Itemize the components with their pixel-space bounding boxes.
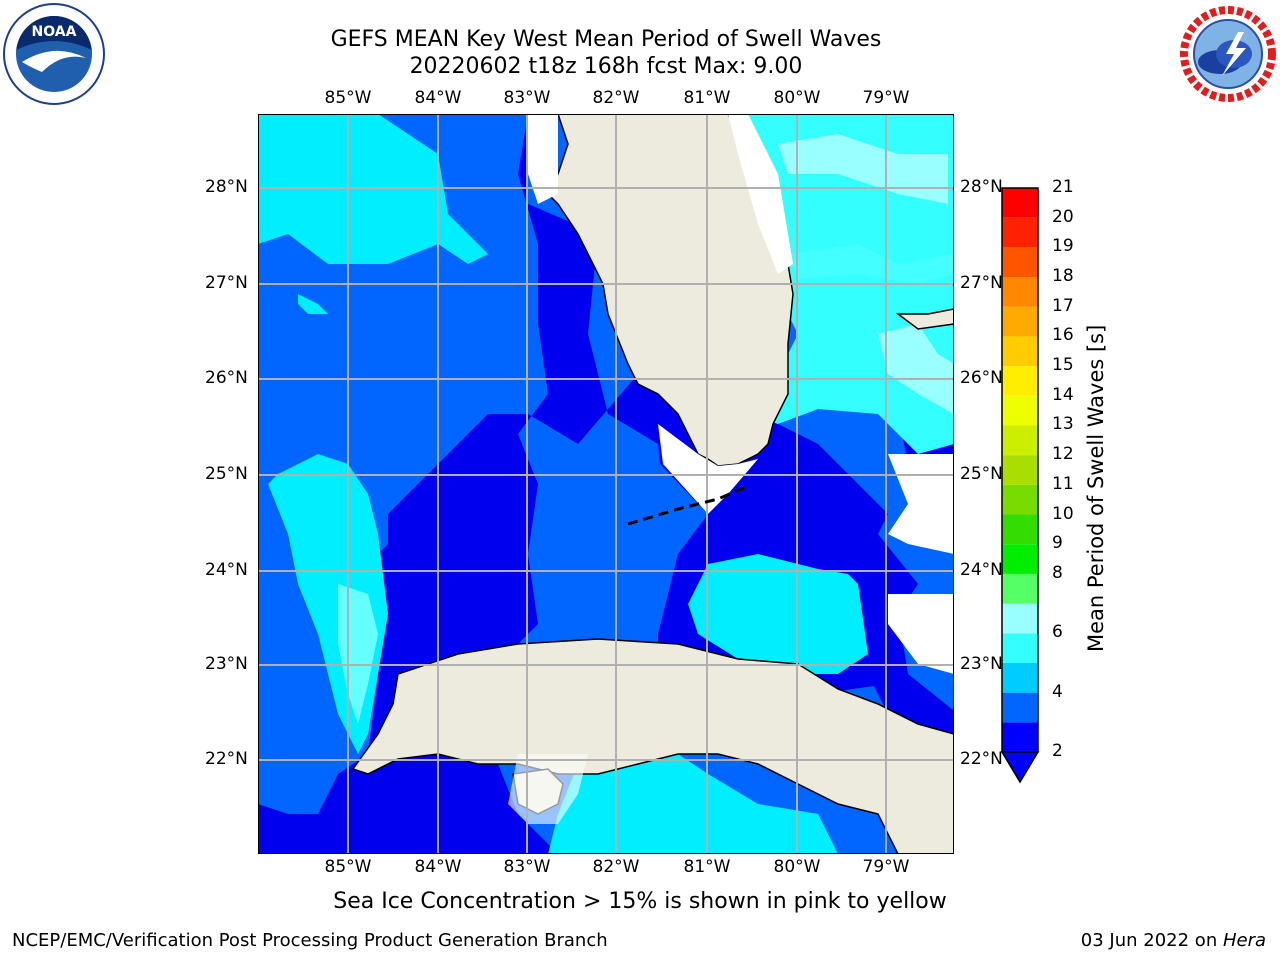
colorbar-cell (1002, 425, 1038, 456)
colorbar-cell (1002, 573, 1038, 604)
sea-ice-note: Sea Ice Concentration > 15% is shown in … (333, 889, 947, 914)
lon-label-82w-top: 82°W (592, 88, 640, 108)
lat-label-27n-left: 27°N (205, 273, 248, 293)
lat-label-22n-right: 22°N (960, 749, 1003, 769)
lon-label-79w-bottom: 79°W (862, 857, 910, 877)
grand-bahama (895, 308, 954, 330)
swell-period-map (258, 114, 954, 854)
footer-host: Hera (1222, 930, 1266, 951)
lat-label-24n-left: 24°N (205, 560, 248, 580)
colorbar-cell (1002, 366, 1038, 396)
colorbar-tick-label: 13 (1052, 414, 1074, 435)
lat-label-27n-right: 27°N (960, 273, 1003, 293)
colorbar-cell (1002, 306, 1038, 337)
lon-label-79w-top: 79°W (862, 88, 910, 108)
colorbar-underflow-triangle (1000, 751, 1040, 784)
lat-label-23n-left: 23°N (205, 654, 248, 674)
lat-label-24n-right: 24°N (960, 560, 1003, 580)
colorbar (1000, 187, 1040, 784)
lat-label-26n-right: 26°N (960, 368, 1003, 388)
colorbar-tick-label: 6 (1052, 622, 1063, 643)
colorbar-cell (1002, 247, 1038, 278)
lon-label-82w-bottom: 82°W (592, 857, 640, 877)
lat-label-22n-left: 22°N (205, 749, 248, 769)
colorbar-cell (1002, 544, 1038, 574)
colorbar-tick-label: 21 (1052, 177, 1074, 197)
lat-label-25n-right: 25°N (960, 464, 1003, 484)
colorbar-tick-label: 12 (1052, 444, 1074, 465)
colorbar-cell (1002, 603, 1038, 634)
colorbar-cell (1002, 336, 1038, 367)
lon-label-80w-top: 80°W (773, 88, 821, 108)
lon-label-84w-bottom: 84°W (414, 857, 462, 877)
lon-label-80w-bottom: 80°W (773, 857, 821, 877)
colorbar-tick-label: 16 (1052, 325, 1074, 346)
lat-label-28n-right: 28°N (960, 177, 1003, 197)
colorbar-tick-label: 18 (1052, 266, 1074, 287)
colorbar-cell (1002, 514, 1038, 545)
colorbar-tick-label: 9 (1052, 533, 1063, 554)
colorbar-label: Mean Period of Swell Waves [s] (1084, 324, 1108, 652)
colorbar-cell (1002, 662, 1038, 693)
footer-date-text: 03 Jun 2022 on (1080, 930, 1223, 951)
colorbar-tick-label: 14 (1052, 384, 1074, 405)
colorbar-cell (1002, 188, 1038, 218)
lat-label-23n-right: 23°N (960, 654, 1003, 674)
colorbar-cell (1002, 217, 1038, 248)
colorbar-tick-label: 17 (1052, 295, 1074, 316)
map-subtitle: 20220602 t18z 168h fcst Max: 9.00 (409, 54, 803, 79)
map-title: GEFS MEAN Key West Mean Period of Swell … (330, 27, 882, 52)
colorbar-tick-label: 19 (1052, 236, 1074, 257)
nws-logo (1178, 4, 1278, 104)
lon-label-81w-bottom: 81°W (683, 857, 731, 877)
colorbar-cell (1002, 633, 1038, 663)
colorbar-cell (1002, 277, 1038, 307)
noaa-logo: NOAA (3, 3, 105, 105)
lon-label-85w-top: 85°W (324, 88, 372, 108)
noaa-logo-text: NOAA (32, 24, 77, 40)
colorbar-tick-label: 20 (1052, 206, 1074, 227)
lon-label-83w-top: 83°W (503, 88, 551, 108)
colorbar-tick-label: 11 (1052, 473, 1074, 494)
colorbar-cell (1002, 692, 1038, 723)
lon-label-85w-bottom: 85°W (324, 857, 372, 877)
lat-label-25n-left: 25°N (205, 464, 248, 484)
footer-branch: NCEP/EMC/Verification Post Processing Pr… (12, 930, 608, 951)
colorbar-cell (1002, 395, 1038, 426)
lat-label-28n-left: 28°N (205, 177, 248, 197)
colorbar-tick-label: 15 (1052, 355, 1074, 376)
colorbar-cell (1002, 455, 1038, 485)
colorbar-tick-label: 2 (1052, 741, 1063, 761)
lon-label-81w-top: 81°W (683, 88, 731, 108)
florida-keys (627, 484, 749, 526)
colorbar-tick-label: 10 (1052, 503, 1074, 524)
graticule (258, 114, 954, 854)
cuba (351, 638, 954, 854)
colorbar-cell (1002, 484, 1038, 515)
lon-label-83w-bottom: 83°W (503, 857, 551, 877)
footer-date: 03 Jun 2022 on Hera (1081, 930, 1266, 951)
colorbar-tick-label: 4 (1052, 681, 1063, 702)
lon-label-84w-top: 84°W (414, 88, 462, 108)
colorbar-cell (1002, 722, 1038, 752)
colorbar-tick-label: 8 (1052, 562, 1063, 583)
lat-label-26n-left: 26°N (205, 368, 248, 388)
